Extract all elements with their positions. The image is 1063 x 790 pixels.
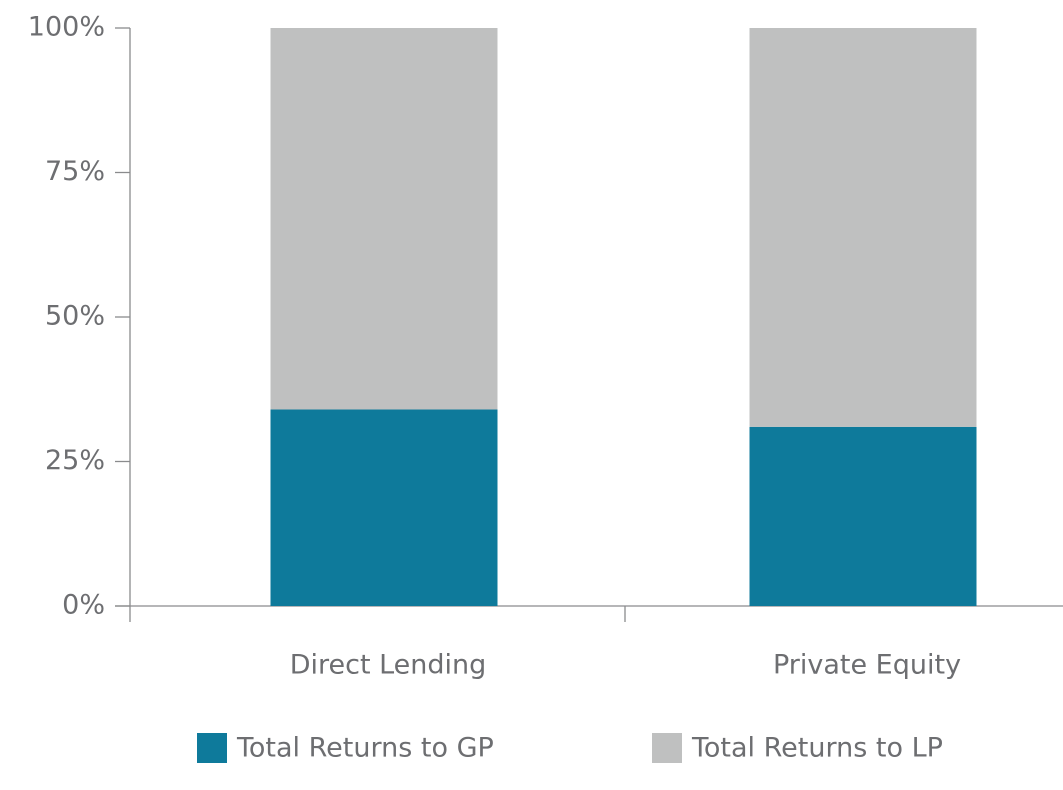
legend-label: Total Returns to LP bbox=[691, 733, 943, 764]
y-tick-label: 75% bbox=[45, 156, 105, 187]
y-tick-label: 100% bbox=[28, 12, 105, 43]
y-tick-label: 0% bbox=[62, 590, 105, 621]
bar-segment bbox=[749, 28, 977, 427]
legend-label: Total Returns to GP bbox=[236, 733, 494, 764]
bar-segment bbox=[270, 409, 498, 606]
legend-swatch bbox=[652, 733, 682, 763]
y-tick-label: 50% bbox=[45, 301, 105, 332]
bar-segment bbox=[749, 426, 977, 606]
legend-swatch bbox=[197, 733, 227, 763]
x-tick-label: Direct Lending bbox=[290, 650, 487, 681]
x-tick-label: Private Equity bbox=[773, 650, 961, 681]
y-tick-label: 25% bbox=[45, 445, 105, 476]
bar-segment bbox=[270, 28, 498, 410]
